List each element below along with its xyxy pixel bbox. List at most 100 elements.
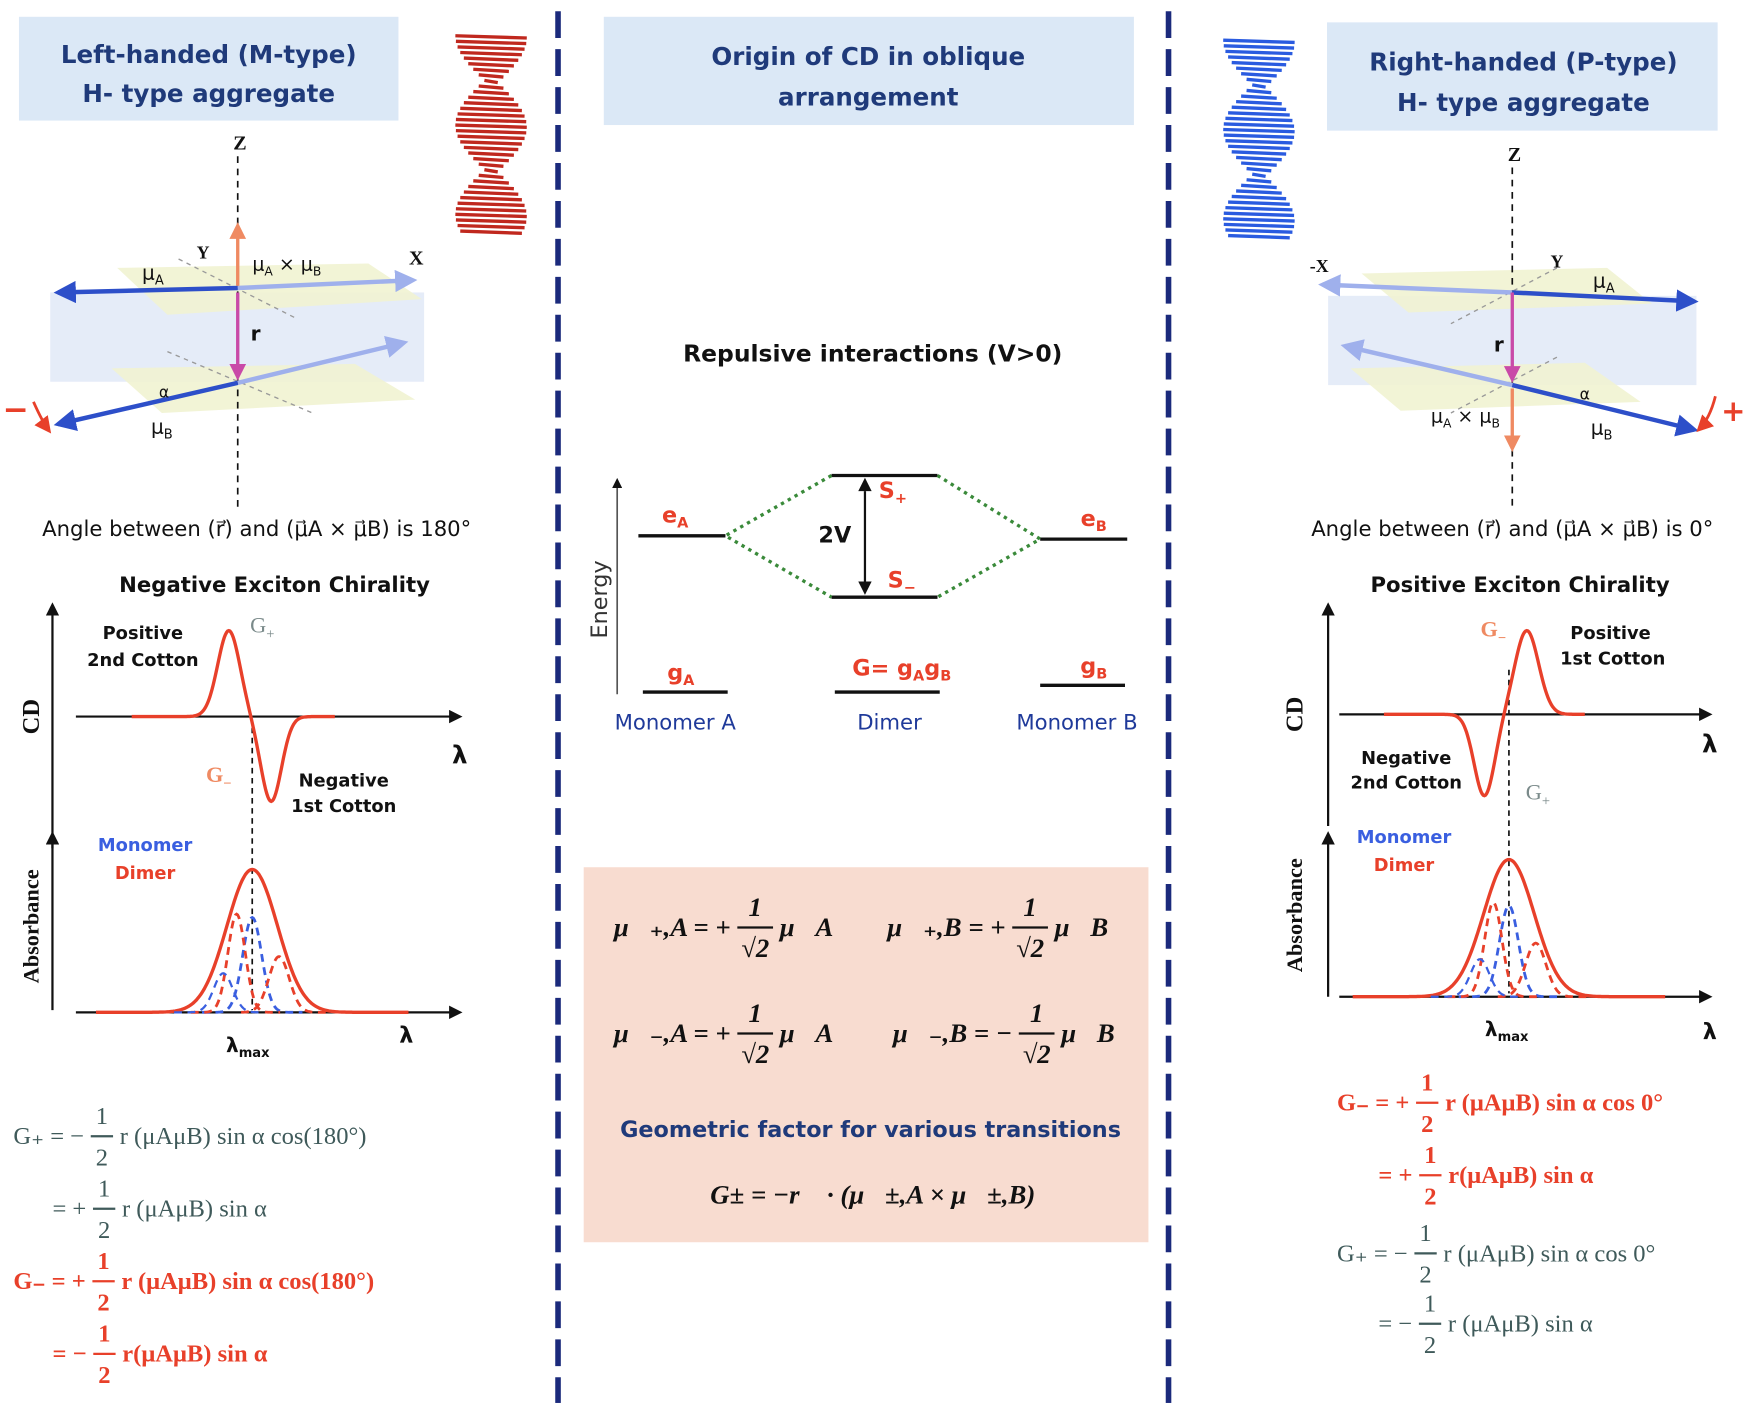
helix-rung [484,78,499,85]
denominator: √2 [741,933,769,963]
numerator: 1 [748,998,761,1028]
equation-box [583,867,1149,1243]
equation-part: μ⃗₊,B = + [885,912,1005,942]
label: Z [233,133,246,155]
helix-rung [478,162,504,169]
rotation-arrow [32,401,52,434]
helix-rung [457,45,525,51]
helix-rung [457,201,525,208]
arrow [53,380,239,432]
numerator: 1 [1030,998,1043,1028]
label: λ [1703,1019,1717,1045]
subscript: + [1542,794,1550,810]
monomer-curve [1430,958,1521,998]
subscript: A [155,273,164,288]
text-part: μ [151,414,164,438]
helix-rung [1228,55,1290,61]
label: μA [1593,268,1615,296]
numerator: 1 [1023,892,1036,922]
energy-levels [638,473,1128,694]
label: X [409,248,424,270]
helix-rung [1225,116,1293,123]
equation-part: = − [52,1341,86,1368]
denominator: √2 [741,1039,769,1069]
monomer-curve [1458,904,1560,999]
equation-part: r(μAμB) sin α [1448,1162,1593,1189]
helix-rung [1223,217,1295,223]
arrow-heads [858,477,872,595]
helix-rung [1223,133,1295,139]
label: eA [662,502,689,531]
label: r [251,321,261,345]
numerator: 1 [1419,1220,1431,1247]
monomer-curve [174,972,264,1014]
label: Absorbance [1282,858,1307,972]
subscript: B [940,669,951,685]
equation-part: r (μAμB) sin α cos 0° [1445,1090,1663,1117]
numerator: 1 [1424,1142,1436,1169]
numerator: 1 [97,1248,109,1275]
subscript: + [895,491,907,507]
helix-rung [1246,166,1272,173]
equation-part: G₊ = − [13,1123,84,1150]
label: λmax [1485,1017,1529,1046]
text-part: μ [1431,405,1443,427]
label: G+ [250,612,274,642]
equation-part: μ⃗₋,B = − [891,1018,1012,1048]
plane [117,263,422,315]
subscript: A [1606,281,1615,296]
label: gA [667,660,695,690]
helix-rung [1225,139,1293,145]
helix-rung [463,145,519,152]
subscript: max [1498,1030,1529,1045]
subscript: A [683,673,695,689]
subscript: max [239,1046,270,1061]
title-box [1327,22,1718,131]
subscript: − [223,776,231,792]
helix-rung [1225,228,1293,234]
label: μA [142,260,164,288]
label: 2nd Cotton [87,650,198,671]
label: 2V [818,522,852,548]
panel-title: H- type aggregate [82,79,335,108]
label: μB [151,414,173,442]
label: Monomer [1357,827,1452,848]
correlation [936,474,1044,599]
subscript: A [1443,416,1452,430]
label: G− [1480,617,1506,647]
arrow [1340,339,1513,388]
helix-rung [1231,194,1287,201]
label: G+ [1526,780,1550,810]
equation-part: r (μAμB) sin α cos(180°) [121,1268,374,1295]
subscript: − [1498,631,1506,647]
label: G± = −r⃗ · (μ⃗±,A × μ⃗±,B) [710,1180,1035,1210]
subscript: − [904,580,916,596]
text-part: G [250,612,266,637]
helix-rung [1241,161,1277,167]
equation-part: G₋ = + [13,1268,85,1295]
subscript: B [164,428,173,443]
helix-rung [455,212,527,219]
label: Repulsive interactions (V>0) [683,339,1062,367]
helix-rung [1231,105,1287,112]
helix-rung [455,34,527,40]
helix-rung [468,151,514,157]
denominator: 2 [98,1217,110,1244]
helix-rung [478,84,504,90]
label: Angle between (r⃗) and (μ⃗A × μ⃗B) is 18… [42,516,471,541]
helix-rung [460,140,522,146]
helix-rung [1236,189,1282,195]
text-part: μ [142,260,155,284]
text-part: λ [1485,1017,1498,1041]
text-part: G [206,762,223,787]
arrow [1511,382,1699,437]
helix-rung [463,56,519,62]
helix-rung [1236,155,1282,162]
equation-part: μ⃗B [1053,912,1109,942]
arrow [1512,289,1699,312]
text-part: G [1480,617,1497,642]
denominator: √2 [1023,1039,1051,1069]
label: Positive [1570,623,1650,644]
helix-rung [1228,111,1290,117]
